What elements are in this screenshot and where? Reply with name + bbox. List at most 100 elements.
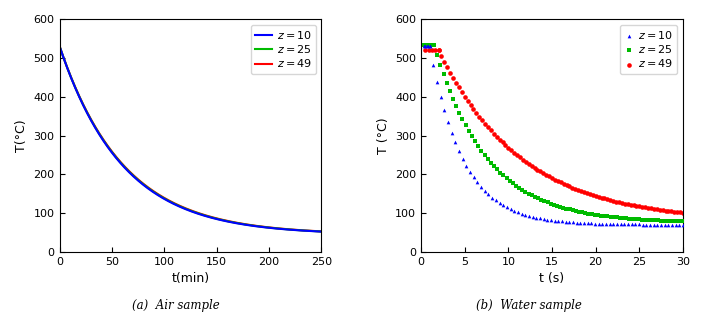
$z=25$ xyxy=(592,213,603,218)
$z=10$ xyxy=(589,221,601,226)
$z=25$ xyxy=(583,211,594,216)
$z=10$ xyxy=(494,200,505,205)
$z=25$ xyxy=(624,216,635,221)
$z=49$ xyxy=(561,182,572,187)
$z=25$ xyxy=(611,215,623,220)
$z=25$ xyxy=(85,115,94,119)
$z=49$ xyxy=(549,177,560,182)
$z=25$ xyxy=(567,208,578,213)
$z=25$ xyxy=(508,181,519,186)
$z=10$ xyxy=(538,216,549,221)
$z=49$ xyxy=(666,209,677,214)
$z=10$ xyxy=(317,230,326,233)
$z=25$ xyxy=(526,193,537,198)
$z=49$ xyxy=(544,174,555,179)
$z=49$ xyxy=(654,207,666,212)
$z=10$ xyxy=(586,221,597,226)
$z=49$ xyxy=(575,188,587,193)
$z=49$ xyxy=(474,114,485,119)
$z=49$ xyxy=(453,85,465,90)
$z=25$ xyxy=(605,214,616,219)
$z=25$ xyxy=(630,217,642,222)
$z=49$ xyxy=(611,199,622,204)
$z=49$ xyxy=(156,193,164,197)
$z=49$ xyxy=(419,48,431,53)
$z=10$ xyxy=(468,175,479,180)
$z=49$ xyxy=(570,186,581,191)
$z=49$ xyxy=(596,195,607,200)
$z=49$ xyxy=(582,191,593,196)
$z=49$ xyxy=(445,70,456,75)
$z=10$ xyxy=(501,205,513,210)
$z=25$ xyxy=(589,212,601,217)
$z=49$ xyxy=(608,198,619,203)
$z=25$ xyxy=(661,218,673,223)
$z=25$ xyxy=(317,230,326,233)
$z=25$ xyxy=(520,189,531,194)
$z=10$ xyxy=(593,221,604,226)
$z=10$ xyxy=(556,219,568,224)
Line: $z=49$: $z=49$ xyxy=(59,46,321,232)
$z=49$ xyxy=(651,207,663,212)
$z=10$ xyxy=(428,62,439,67)
$z=25$ xyxy=(539,199,550,204)
$z=10$ xyxy=(446,130,458,135)
X-axis label: t(min): t(min) xyxy=(171,272,209,285)
$z=49$ xyxy=(456,89,467,94)
$z=49$ xyxy=(441,65,453,70)
$z=49$ xyxy=(312,229,321,233)
$z=49$ xyxy=(503,145,514,150)
$z=10$ xyxy=(419,44,431,49)
$z=25$ xyxy=(517,187,528,192)
$z=25$ xyxy=(555,204,566,209)
$z=10$ xyxy=(435,94,446,99)
$z=25$ xyxy=(450,104,462,109)
$z=25$ xyxy=(614,215,625,220)
$z=10$ xyxy=(453,149,465,154)
$z=25$ xyxy=(460,123,471,128)
$z=25$ xyxy=(476,148,487,153)
$z=10$ xyxy=(619,222,630,227)
$z=25$ xyxy=(639,217,651,222)
$z=10$ xyxy=(513,210,524,215)
$z=10$ xyxy=(421,44,432,49)
$z=25$ xyxy=(564,207,575,212)
$z=25$ xyxy=(671,219,682,224)
$z=25$ xyxy=(510,183,522,188)
$z=49$ xyxy=(639,205,651,210)
$z=10$ xyxy=(560,219,571,224)
$z=10$ xyxy=(443,120,454,125)
$z=25$ xyxy=(633,217,644,222)
$z=49$ xyxy=(433,48,444,53)
$z=49$ xyxy=(462,98,473,103)
$z=49$ xyxy=(546,175,558,180)
$z=49$ xyxy=(590,193,601,198)
$z=10$ xyxy=(568,220,579,225)
$z=49$ xyxy=(515,155,526,160)
$z=10$ xyxy=(85,116,94,119)
$z=10$ xyxy=(439,107,450,112)
$z=49$ xyxy=(488,131,499,136)
$z=10$ xyxy=(582,221,593,226)
$z=10$ xyxy=(479,188,491,193)
$z=10$ xyxy=(615,222,626,227)
$z=25$ xyxy=(491,167,503,172)
$z=49$ xyxy=(85,115,94,118)
$z=10$ xyxy=(523,213,534,218)
$z=49$ xyxy=(587,192,599,198)
$z=10$ xyxy=(578,220,589,226)
$z=49$ xyxy=(479,121,491,126)
$z=49$ xyxy=(497,140,508,145)
$z=25$ xyxy=(426,43,437,48)
$z=10$ xyxy=(648,222,659,227)
$z=49$ xyxy=(538,171,549,176)
$z=49$ xyxy=(317,230,326,233)
Text: (a)  Air sample: (a) Air sample xyxy=(133,299,220,312)
$z=49$ xyxy=(649,206,660,211)
$z=49$ xyxy=(505,148,517,153)
$z=25$ xyxy=(454,111,465,116)
Legend: $z=10$, $z=25$, $z=49$: $z=10$, $z=25$, $z=49$ xyxy=(620,25,678,74)
$z=25$ xyxy=(435,63,446,68)
$z=25$ xyxy=(627,216,638,221)
$z=49$ xyxy=(429,48,441,53)
